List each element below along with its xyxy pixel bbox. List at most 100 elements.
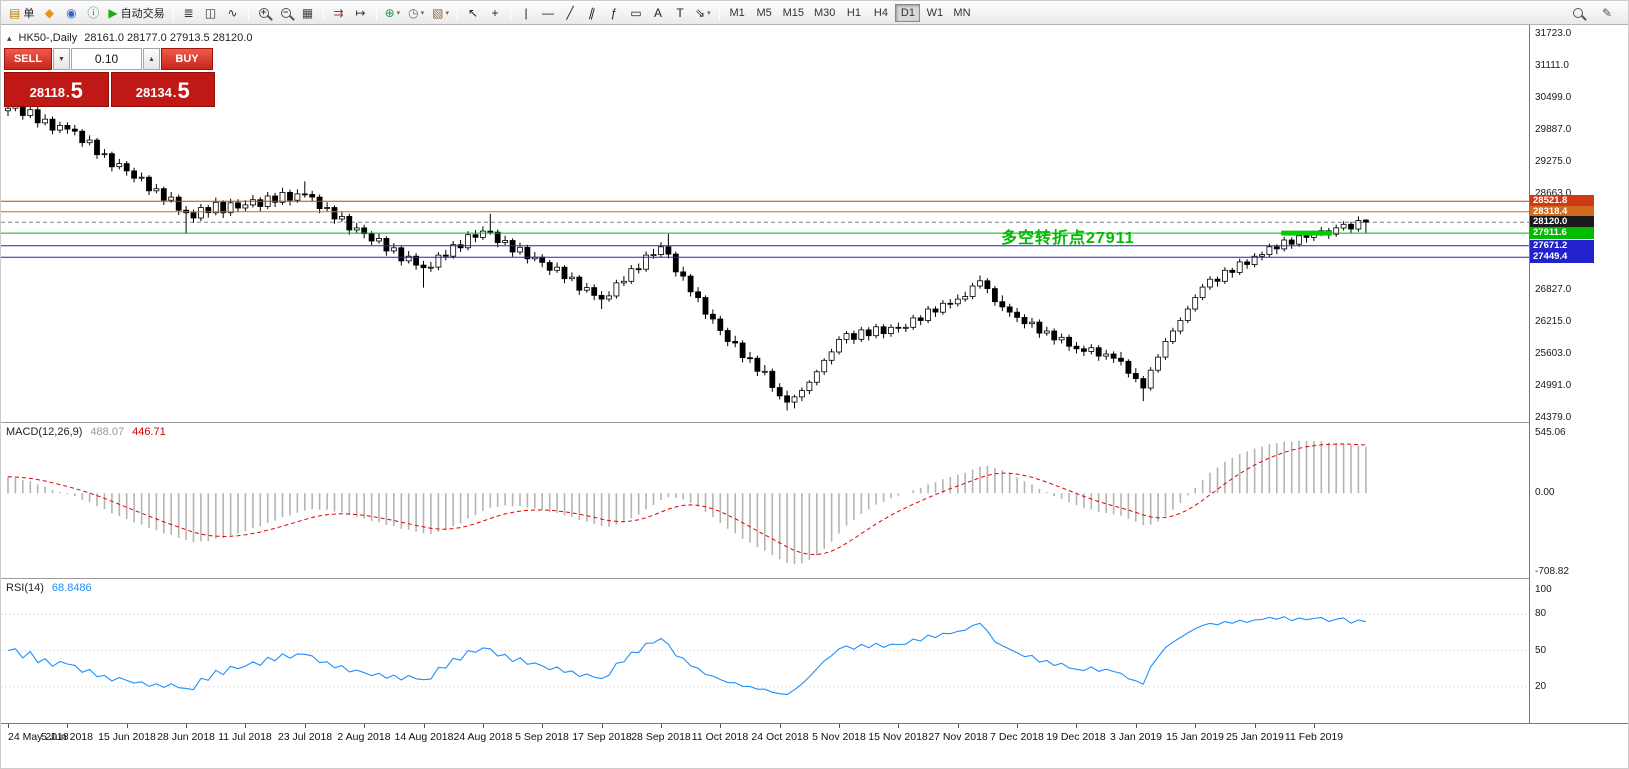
price-chart-panel[interactable] [1,25,1529,422]
macd-tick-label: 545.06 [1535,427,1566,438]
autotrading-button[interactable]: ▶ 自动交易 [104,3,168,23]
shapes-button[interactable]: ▭ [625,3,647,23]
time-tick [127,724,128,728]
fibonacci-button[interactable]: ƒ [603,3,625,23]
line-chart-button[interactable]: ∿ [222,3,244,23]
time-tick [1195,724,1196,728]
price-tag: 28120.0 [1530,216,1594,228]
timeframe-m15-button[interactable]: M15 [782,6,804,19]
time-tick [661,724,662,728]
macd-main-value: 488.07 [90,426,125,438]
bid-price-int: 28118 [29,85,66,101]
volume-input[interactable] [71,48,142,70]
equidistant-channel-icon: ∥ [587,4,597,21]
time-tick-label: 14 Aug 2018 [394,731,454,743]
main-toolbar-buttons: ▤ 单 ◆ ◉ ⓘ ▶ 自动交易 ≣ ◫ ∿ + − ▦ ⇉ ↦ ⊕ ▾ ◷ ▾ ▧ ▾ ↖ + | — ╱ ∥ ƒ ▭ A T ⇘ ▾ M1 M5… [5,1,1567,24]
rsi-chart[interactable] [1,578,1529,723]
price-tick-label: 29887.0 [1535,124,1572,135]
volume-decrease-button[interactable]: ▼ [53,48,70,70]
bottom-margin [1,747,1628,768]
toolbar-separator [718,4,720,21]
horizontal-line-button[interactable]: — [537,3,559,23]
autotrading-button-label: 自动交易 [120,7,165,20]
chart-window[interactable]: 31723.0 31111.0 30499.0 29887.0 29275.0 28663… [1,25,1628,768]
toolbar-separator [375,4,377,21]
arrows-icon: ⇘ [695,5,706,20]
periods-button[interactable]: ◷ ▾ [404,3,428,23]
trendline-button[interactable]: ╱ [559,3,581,23]
search-button[interactable] [1567,3,1589,23]
ask-price-dot: . [172,85,177,101]
rsi-panel[interactable] [1,578,1529,723]
sell-button[interactable]: SELL [4,48,52,70]
time-tick-label: 24 Aug 2018 [453,731,513,743]
new-chart-button[interactable]: ◆ [38,3,60,23]
volume-increase-button[interactable]: ▲ [143,48,160,70]
profiles-button[interactable]: ◉ [60,3,82,23]
chart-shift-button[interactable]: ↦ [350,3,372,23]
bar-chart-button[interactable]: ≣ [178,3,200,23]
equidistant-channel-button[interactable]: ∥ [581,3,603,23]
profiles-icon: ◉ [66,5,77,20]
price-tick-label: 25603.0 [1535,348,1572,359]
timeframe-w1-button[interactable]: W1 [926,6,944,19]
time-tick [1255,724,1256,728]
data-window-button[interactable]: ⓘ [82,3,104,23]
new-order-icon: ▤ [9,5,21,20]
price-tick-label: 30499.0 [1535,92,1572,103]
ask-price-int: 28134 [135,85,172,101]
time-tick [602,724,603,728]
price-axis[interactable]: 31723.0 31111.0 30499.0 29887.0 29275.0 28663… [1529,25,1628,747]
vertical-line-button[interactable]: | [515,3,537,23]
rsi-tick-label: 50 [1535,645,1547,656]
text-button[interactable]: A [647,3,669,23]
text-label-button[interactable]: T [669,3,691,23]
turning-point-annotation[interactable]: 多空转折点27911 [1001,230,1135,247]
timeframe-d1-button[interactable]: D1 [895,3,921,22]
timeframe-m5-button[interactable]: M5 [756,6,772,19]
time-tick [720,724,721,728]
new-order-button[interactable]: ▤ 单 [5,3,38,23]
zoom-out-button[interactable]: − [275,3,297,23]
chevron-down-icon: ▾ [707,9,711,17]
macd-tick-label: -708.82 [1535,566,1569,577]
candlestick-chart[interactable] [1,25,1529,422]
text-label-icon: T [676,5,684,20]
templates-button[interactable]: ▧ ▾ [428,3,453,23]
toolbar-separator [172,4,174,21]
bid-price[interactable]: 28118. 5 [4,72,109,107]
timeframe-h1-button[interactable]: H1 [846,6,861,19]
shapes-icon: ▭ [630,5,642,20]
cursor-button[interactable]: ↖ [462,3,484,23]
time-axis[interactable]: 24 May 2018 5 Jun 2018 15 Jun 2018 28 Jun 2… [1,723,1628,747]
auto-scroll-icon: ⇉ [333,5,344,20]
timeframe-h4-button[interactable]: H4 [873,6,888,19]
time-tick-label: 25 Jan 2019 [1226,731,1284,743]
timeframe-m30-button[interactable]: M30 [814,6,836,19]
auto-scroll-button[interactable]: ⇉ [328,3,350,23]
macd-panel[interactable] [1,422,1529,578]
time-tick [780,724,781,728]
candlestick-chart-button[interactable]: ◫ [200,3,222,23]
time-tick-label: 11 Feb 2019 [1284,731,1344,743]
rsi-name: RSI(14) [6,582,44,594]
panel-separator[interactable] [1,578,1628,579]
cursor-icon: ↖ [467,5,479,20]
macd-chart[interactable] [1,422,1529,578]
zoom-in-button[interactable]: + [253,3,275,23]
vertical-line-icon: | [524,5,528,20]
indicators-button[interactable]: ⊕ ▾ [381,3,405,23]
one-click-collapse-icon[interactable]: ▴ [7,32,12,43]
bid-price-dot: . [66,85,70,101]
buy-button[interactable]: BUY [161,48,213,70]
candlestick-chart-icon: ◫ [204,5,217,20]
timeframe-m1-button[interactable]: M1 [729,6,745,19]
arrows-button[interactable]: ⇘ ▾ [691,3,715,23]
panel-separator[interactable] [1,422,1628,423]
time-tick-label: 19 Dec 2018 [1046,731,1106,743]
ask-price[interactable]: 28134. 5 [110,72,215,107]
crosshair-button[interactable]: + [484,3,506,23]
tile-windows-button[interactable]: ▦ [297,3,319,23]
timeframe-mn-button[interactable]: MN [953,6,971,19]
edit-button[interactable]: ✎ [1596,3,1618,23]
